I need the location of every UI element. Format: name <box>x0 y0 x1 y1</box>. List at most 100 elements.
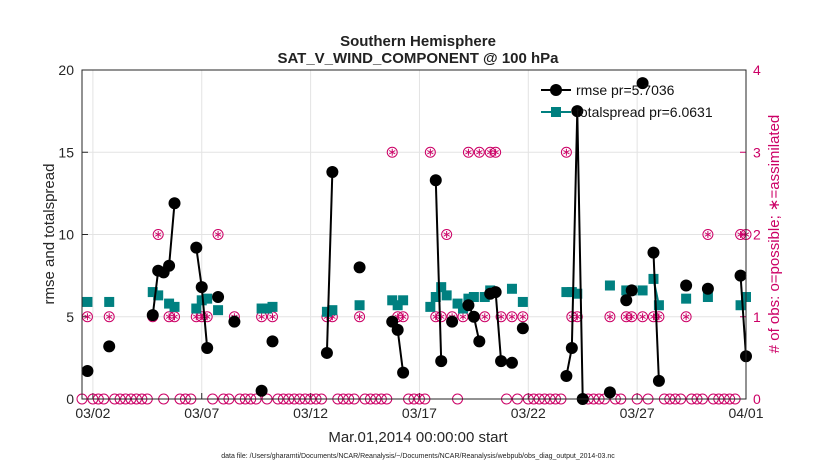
obs-possible-circle <box>103 311 115 323</box>
y-axis-label: rmse and totalspread <box>41 164 58 305</box>
y-tick-label: 20 <box>58 62 74 78</box>
rmse-marker <box>489 286 502 299</box>
obs-assimilated-star <box>269 314 276 319</box>
rmse-marker <box>620 294 633 307</box>
totalspread-marker <box>468 292 479 303</box>
x-tick-label: 03/22 <box>511 405 546 421</box>
totalspread-marker <box>637 285 648 296</box>
rmse-marker <box>701 282 714 295</box>
obs-possible-circle <box>637 311 649 323</box>
y-tick-label: 15 <box>58 144 74 160</box>
obs-assimilated-star <box>639 314 646 319</box>
totalspread-marker <box>430 292 441 303</box>
totalspread-marker <box>104 296 115 307</box>
y2-tick-label: 0 <box>753 391 761 407</box>
obs-possible-circle <box>212 229 224 240</box>
rmse-marker <box>571 105 584 118</box>
rmse-line <box>652 252 660 381</box>
obs-assimilated-star <box>214 232 222 237</box>
obs-count-marker <box>560 146 572 158</box>
totalspread-marker <box>561 287 572 298</box>
y-tick-label: 10 <box>58 227 74 243</box>
totalspread-marker <box>321 306 332 317</box>
rmse-marker <box>212 291 225 304</box>
rmse-marker <box>146 309 159 322</box>
x-tick-label: 03/27 <box>620 405 655 421</box>
obs-possible-circle <box>152 229 164 240</box>
totalspread-marker <box>196 295 207 306</box>
obs-assimilated-star <box>459 314 467 319</box>
y2-tick-label: 2 <box>753 227 761 243</box>
rmse-line <box>739 275 747 357</box>
x-tick-label: 03/07 <box>184 405 219 421</box>
rmse-line <box>565 111 584 400</box>
obs-assimilated-star <box>399 314 407 319</box>
obs-assimilated-star <box>154 232 162 237</box>
legend: rmse pr=5.7036 totalspread pr=6.0631 <box>541 82 713 120</box>
obs-possible-circle <box>495 311 507 323</box>
x-axis-label: Mar.01,2014 00:00:00 start <box>328 429 508 446</box>
rmse-marker <box>81 365 94 378</box>
obs-possible-circle <box>441 229 453 240</box>
obs-count-marker <box>212 229 224 240</box>
obs-count-marker <box>626 311 638 323</box>
obs-assimilated-star <box>388 150 396 155</box>
obs-count-marker <box>397 311 409 323</box>
rmse-marker <box>636 77 649 90</box>
obs-assimilated-star <box>573 314 581 319</box>
obs-assimilated-star <box>476 150 483 155</box>
totalspread-marker <box>452 298 463 309</box>
obs-assimilated-star <box>105 314 113 319</box>
obs-count-marker <box>354 311 366 323</box>
totalspread-marker <box>256 303 267 314</box>
rmse-marker <box>680 279 693 292</box>
obs-count-marker <box>386 146 398 158</box>
rmse-marker <box>195 281 208 294</box>
obs-possible-circle <box>517 311 529 323</box>
obs-possible-circle <box>462 146 474 158</box>
obs-assimilated-star <box>427 150 434 155</box>
totalspread-marker <box>441 290 452 301</box>
totalspread-marker <box>392 300 403 311</box>
legend-rmse-label: rmse pr=5.7036 <box>576 82 675 98</box>
obs-assimilated-star <box>519 314 527 319</box>
x-tick-label: 04/01 <box>728 405 763 421</box>
totalspread-marker <box>213 305 224 316</box>
rmse-marker <box>103 340 116 353</box>
obs-assimilated-star <box>84 314 91 319</box>
obs-possible-circle <box>604 311 616 323</box>
rmse-marker <box>462 299 475 312</box>
rmse-marker <box>565 342 578 355</box>
obs-possible-circle <box>424 146 436 158</box>
rmse-marker <box>429 174 442 187</box>
obs-assimilated-star <box>704 232 712 237</box>
y2-tick-label: 4 <box>753 62 761 78</box>
rmse-marker <box>228 315 241 328</box>
totalspread-marker <box>82 296 93 307</box>
obs-assimilated-star <box>258 314 265 319</box>
obs-count-marker <box>473 146 485 158</box>
rmse-line <box>434 180 443 362</box>
obs-possible-circle <box>397 311 409 323</box>
totalspread-marker <box>202 293 213 304</box>
rmse-marker <box>652 374 665 387</box>
totalspread-marker <box>327 305 338 316</box>
totalspread-marker <box>653 300 664 311</box>
totalspread-marker <box>387 295 398 306</box>
y-axis-ticks: 0 5 10 15 20 <box>58 62 88 407</box>
totalspread-marker <box>648 273 659 284</box>
obs-count-marker <box>424 146 436 158</box>
obs-count-marker <box>103 311 115 323</box>
totalspread-marker <box>191 303 202 314</box>
totalspread-marker <box>164 298 175 309</box>
obs-assimilated-star <box>606 314 614 319</box>
y2-axis-label: # of obs: o=possible; ∗=assimilated <box>766 115 783 354</box>
rmse-marker <box>560 369 573 382</box>
y-tick-label: 5 <box>66 309 74 325</box>
obs-possible-circle <box>560 146 572 158</box>
rmse-marker <box>255 384 268 397</box>
rmse-marker <box>495 355 508 368</box>
totalspread-marker <box>506 283 517 294</box>
totalspread-marker <box>604 280 615 291</box>
